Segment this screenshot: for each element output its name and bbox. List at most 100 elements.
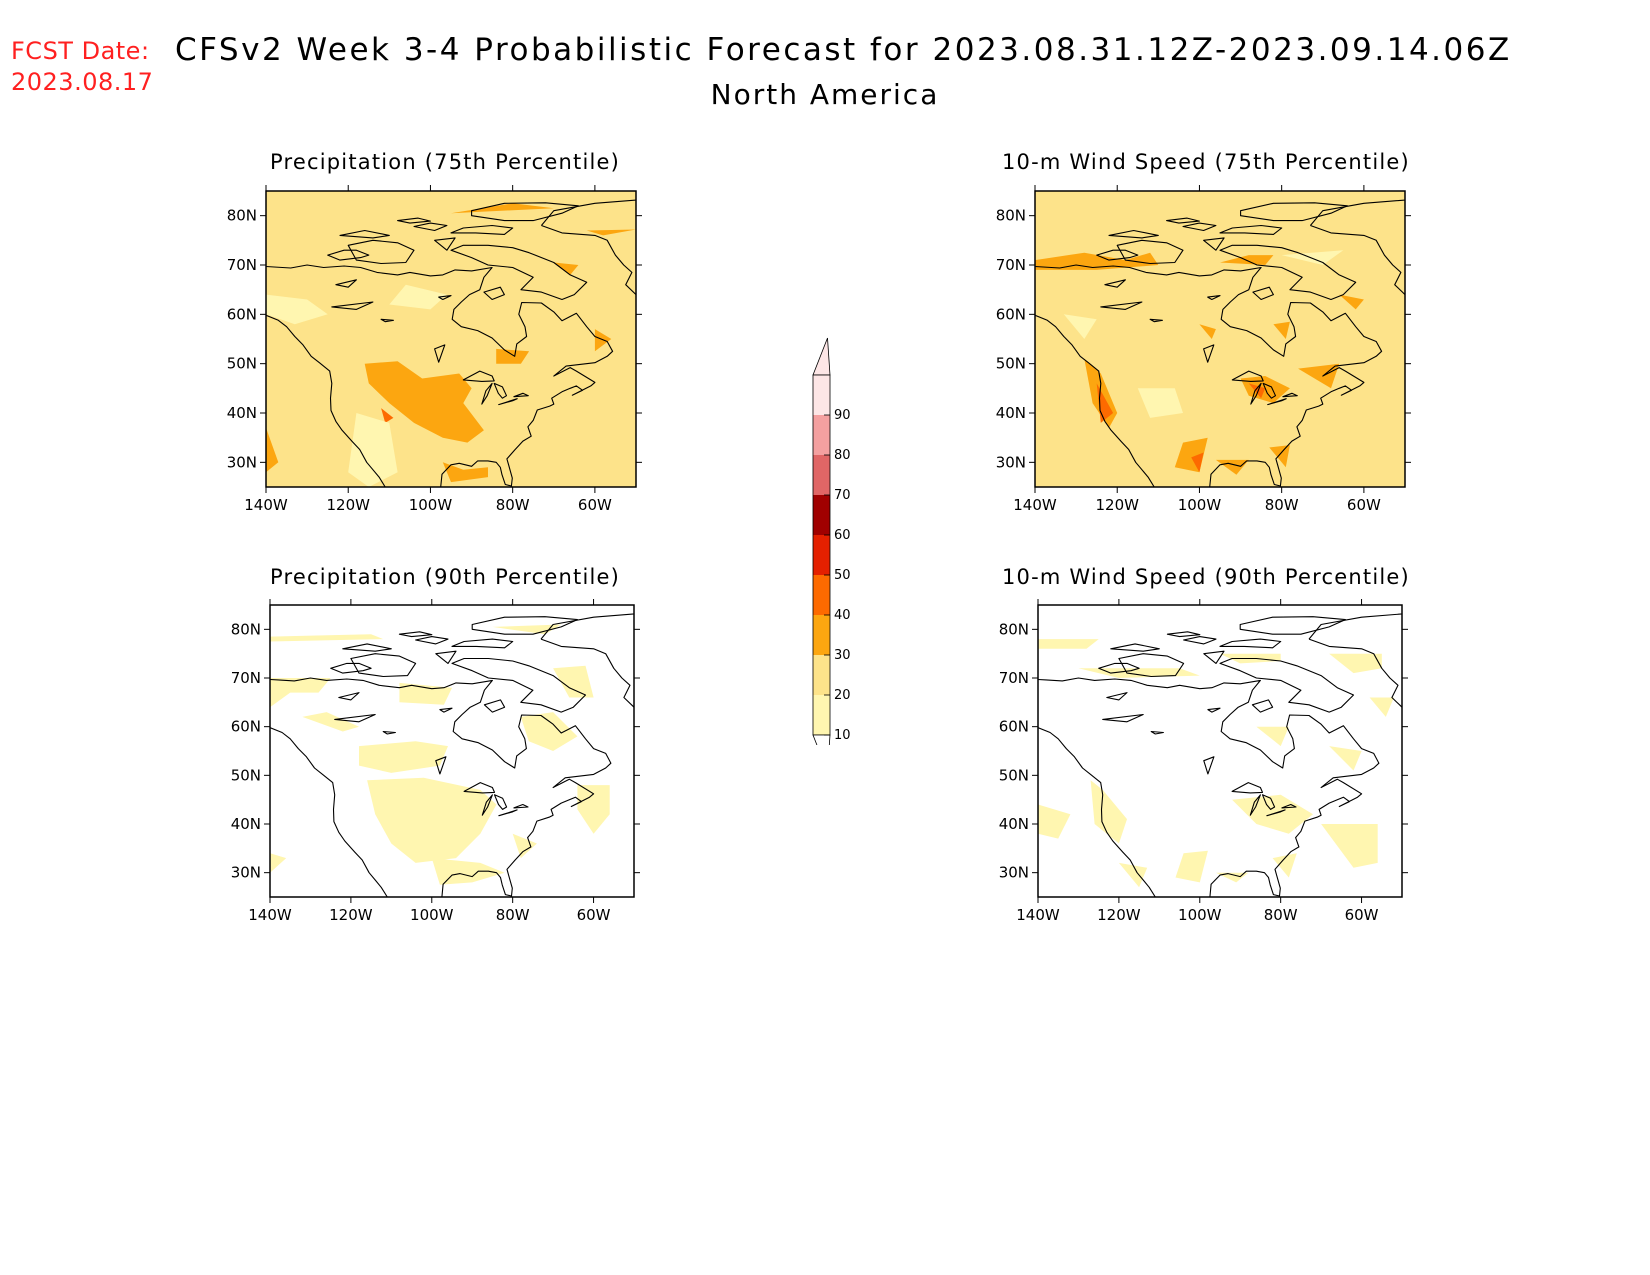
- coastline: [513, 392, 529, 398]
- coastline: [1262, 382, 1277, 399]
- probability-region: [266, 427, 279, 473]
- coastline: [1149, 318, 1163, 323]
- coastline: [463, 782, 496, 794]
- lon-label: 120W: [1097, 906, 1141, 924]
- probability-region: [1329, 653, 1382, 674]
- lon-label: 100W: [1178, 496, 1222, 514]
- panel-title-wind75: 10-m Wind Speed (75th Percentile): [1002, 150, 1410, 174]
- probability-region: [1281, 250, 1344, 265]
- colorbar-segment: [813, 375, 830, 415]
- coastline: [451, 657, 587, 713]
- probability-region: [1063, 314, 1097, 339]
- colorbar-segment: [813, 575, 830, 615]
- probability-region: [270, 853, 287, 873]
- map-background: [266, 191, 636, 487]
- coastline: [1038, 727, 1156, 897]
- map-precip75: 80N 70N 60N 50N 40N 30N 140W 120W 100W 80W 60W: [227, 185, 642, 514]
- coastline: [471, 202, 579, 222]
- probability-region: [553, 665, 594, 698]
- lat-label: 40N: [231, 815, 261, 833]
- lat-label: 50N: [996, 355, 1026, 373]
- probability-region: [1269, 445, 1290, 468]
- coastline: [1098, 662, 1140, 674]
- lat-label: 40N: [999, 815, 1029, 833]
- lon-label: 140W: [244, 496, 288, 514]
- lon-label: 80W: [496, 496, 530, 514]
- lat-label: 60N: [999, 718, 1029, 736]
- coastline: [498, 398, 518, 406]
- probability-region: [496, 348, 530, 364]
- coastline: [380, 318, 394, 323]
- lon-label: 120W: [1095, 496, 1139, 514]
- coastline: [1203, 650, 1225, 664]
- panel-title-wind90: 10-m Wind Speed (90th Percentile): [1002, 565, 1410, 589]
- coastline: [498, 809, 518, 817]
- map-background: [1035, 191, 1405, 487]
- probability-region: [1273, 321, 1290, 339]
- map-frame: [1034, 190, 1406, 488]
- panel-title-precip90: Precipitation (90th Percentile): [270, 565, 621, 589]
- colorbar-segment: [813, 655, 830, 695]
- coastline: [439, 707, 453, 713]
- coastline: [347, 239, 415, 265]
- coastline: [1100, 301, 1143, 310]
- lon-label: 100W: [409, 496, 453, 514]
- coastline: [1207, 707, 1221, 713]
- coastline: [1203, 237, 1225, 251]
- lon-label: 140W: [248, 906, 292, 924]
- forecast-date-value: 2023.08.17: [11, 68, 154, 96]
- probability-region: [1248, 383, 1266, 399]
- coastline: [382, 730, 396, 735]
- lat-label: 70N: [227, 256, 257, 274]
- probability-region: [348, 413, 398, 487]
- coastline: [331, 301, 374, 310]
- coastline: [397, 217, 431, 224]
- probability-region: [431, 858, 505, 885]
- lon-label: 100W: [1178, 906, 1222, 924]
- probability-region: [520, 712, 578, 751]
- coastline: [270, 727, 388, 897]
- lat-label: 50N: [999, 766, 1029, 784]
- colorbar-label: 80: [834, 448, 851, 463]
- coastline: [330, 662, 372, 674]
- lon-label: 60W: [577, 906, 611, 924]
- page-title: CFSv2 Week 3-4 Probabilistic Forecast fo…: [175, 32, 1512, 68]
- coastline: [471, 616, 578, 635]
- coastline: [451, 638, 514, 649]
- lon-label: 120W: [329, 906, 373, 924]
- coastline: [540, 613, 634, 709]
- coastline: [1261, 794, 1276, 810]
- coastline: [435, 650, 457, 664]
- coastline: [1266, 809, 1286, 817]
- colorbar-segment: [813, 695, 830, 735]
- forecast-date-label: FCST Date:: [11, 37, 150, 65]
- coastline: [1166, 631, 1201, 638]
- forecast-date-block: FCST Date: 2023.08.17: [11, 36, 153, 98]
- colorbar-label: 30: [834, 648, 851, 663]
- lat-label: 80N: [996, 207, 1026, 225]
- probability-region: [512, 833, 537, 859]
- probability-region: [266, 294, 328, 325]
- coastline: [1240, 202, 1348, 222]
- probability-region: [1191, 452, 1204, 473]
- coastline: [266, 264, 614, 487]
- map-frame: [265, 190, 637, 488]
- probability-region: [367, 777, 497, 863]
- probability-region: [1090, 780, 1127, 844]
- probability-region: [1118, 862, 1148, 888]
- coastline: [1249, 794, 1261, 816]
- coastline: [338, 692, 360, 701]
- coastline: [1309, 199, 1405, 296]
- lon-label: 140W: [1013, 496, 1057, 514]
- coastline: [1104, 279, 1126, 288]
- probability-region: [389, 284, 447, 310]
- colorbar: 10 20 30 40 50 60 70 80 90: [812, 337, 851, 745]
- coastline: [434, 344, 446, 363]
- colorbar-segment: [813, 455, 830, 495]
- coastline: [335, 279, 357, 288]
- coastline: [342, 643, 392, 652]
- lat-label: 40N: [996, 404, 1026, 422]
- coastline: [339, 229, 390, 239]
- coastline: [1183, 636, 1217, 645]
- lat-label: 70N: [999, 669, 1029, 687]
